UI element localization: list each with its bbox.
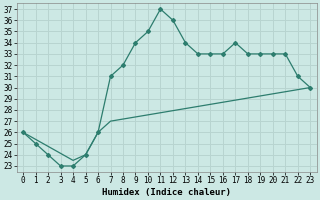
X-axis label: Humidex (Indice chaleur): Humidex (Indice chaleur)	[102, 188, 231, 197]
